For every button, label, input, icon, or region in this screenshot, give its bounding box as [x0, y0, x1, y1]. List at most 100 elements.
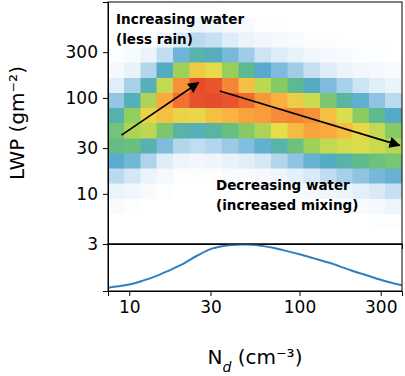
heatmap-cell: [369, 168, 385, 183]
x-axis: 10 30 100 300: [109, 291, 403, 317]
heatmap-cell: [157, 62, 173, 77]
heatmap-cell: [124, 229, 140, 244]
chart-root: 31030100300LWP (gm⁻²)Increasing water(le…: [0, 0, 405, 376]
tick-label: 10: [76, 184, 98, 204]
heatmap-cell: [369, 32, 385, 47]
heatmap-cell: [190, 78, 206, 93]
heatmap-cell: [190, 229, 206, 244]
heatmap-cell: [206, 93, 222, 108]
tick-label: 3: [87, 234, 98, 254]
heatmap-cell: [108, 138, 124, 153]
heatmap-cell: [369, 214, 385, 229]
heatmap-cell: [385, 214, 402, 229]
heatmap-cell: [108, 62, 124, 77]
tick-label: 30: [76, 138, 98, 158]
heatmap-cell: [271, 229, 287, 244]
heatmap-cell: [124, 214, 140, 229]
heatmap-cell: [255, 32, 271, 47]
heatmap-cell: [206, 153, 222, 168]
heatmap-cell: [320, 78, 336, 93]
heatmap-cell: [173, 123, 189, 138]
heatmap-cell: [271, 123, 287, 138]
heatmap-cell: [271, 214, 287, 229]
heatmap-cell: [385, 2, 402, 17]
heatmap-cell: [304, 2, 320, 17]
heatmap-cell: [108, 78, 124, 93]
heatmap-cell: [206, 138, 222, 153]
heatmap-cell: [337, 214, 353, 229]
heatmap-cell: [222, 229, 238, 244]
tick-mark: [103, 148, 108, 149]
heatmap-cell: [304, 153, 320, 168]
plot-area: [108, 244, 402, 287]
annotation: Increasing water: [116, 11, 244, 27]
heatmap-cell: [353, 78, 369, 93]
heatmap-cell: [141, 138, 157, 153]
heatmap-cell: [206, 47, 222, 62]
heatmap-cell: [239, 214, 255, 229]
heatmap-cell: [173, 47, 189, 62]
tick-mark: [129, 291, 130, 296]
annotation: (less rain): [116, 31, 193, 47]
heatmap-cell: [304, 47, 320, 62]
heatmap-cell: [288, 214, 304, 229]
heatmap-cell: [255, 214, 271, 229]
heatmap-cell: [353, 17, 369, 32]
y-axis: 31030100300: [66, 3, 109, 254]
heatmap-cell: [239, 108, 255, 123]
heatmap-cell: [239, 62, 255, 77]
heatmap-cell: [337, 138, 353, 153]
heatmap-cell: [320, 229, 336, 244]
heatmap-cell: [288, 93, 304, 108]
heatmap-cell: [353, 93, 369, 108]
heatmap-cell: [385, 153, 402, 168]
heatmap-cell: [320, 214, 336, 229]
heatmap-cell: [173, 214, 189, 229]
heatmap-cell: [173, 199, 189, 214]
heatmap-cell: [173, 229, 189, 244]
heatmap-cell: [320, 47, 336, 62]
heatmap-cell: [337, 47, 353, 62]
heatmap-cell: [288, 153, 304, 168]
heatmap-cell: [190, 214, 206, 229]
heatmap-cell: [369, 153, 385, 168]
heatmap-cell: [385, 199, 402, 214]
heatmap-cell: [353, 168, 369, 183]
tick-mark: [210, 291, 211, 296]
heatmap-cell: [304, 123, 320, 138]
heatmap-cell: [288, 123, 304, 138]
tick: 300: [365, 291, 397, 317]
tick: 30: [200, 291, 222, 317]
heatmap-cell: [108, 108, 124, 123]
arrow: [220, 91, 400, 145]
heatmap-cell: [141, 153, 157, 168]
heatmap-cell: [353, 62, 369, 77]
tick-label: 300: [365, 297, 397, 317]
heatmap-cell: [124, 199, 140, 214]
tick-mark: [103, 52, 108, 53]
heatmap-cell: [157, 183, 173, 198]
heatmap-cell: [141, 199, 157, 214]
heatmap-cell: [206, 62, 222, 77]
heatmap-cell: [353, 47, 369, 62]
heatmap-cell: [288, 32, 304, 47]
heatmap-cell: [173, 183, 189, 198]
heatmap-cell: [271, 78, 287, 93]
heatmap-cell: [337, 229, 353, 244]
heatmap-cell: [141, 93, 157, 108]
heatmap-cell: [157, 214, 173, 229]
heatmap-cell: [108, 214, 124, 229]
heatmap-cell: [190, 183, 206, 198]
heatmap-cell: [239, 78, 255, 93]
heatmap-cell: [271, 32, 287, 47]
heatmap-cell: [369, 17, 385, 32]
heatmap-cell: [288, 47, 304, 62]
tick-label: 100: [66, 88, 98, 108]
tick-label: 100: [284, 297, 316, 317]
heatmap-cell: [239, 138, 255, 153]
heatmap-cell: [190, 153, 206, 168]
tick-mark: [381, 291, 382, 296]
heatmap-cell: [353, 2, 369, 17]
y-axis: [103, 245, 109, 292]
tick-label: 10: [119, 297, 141, 317]
